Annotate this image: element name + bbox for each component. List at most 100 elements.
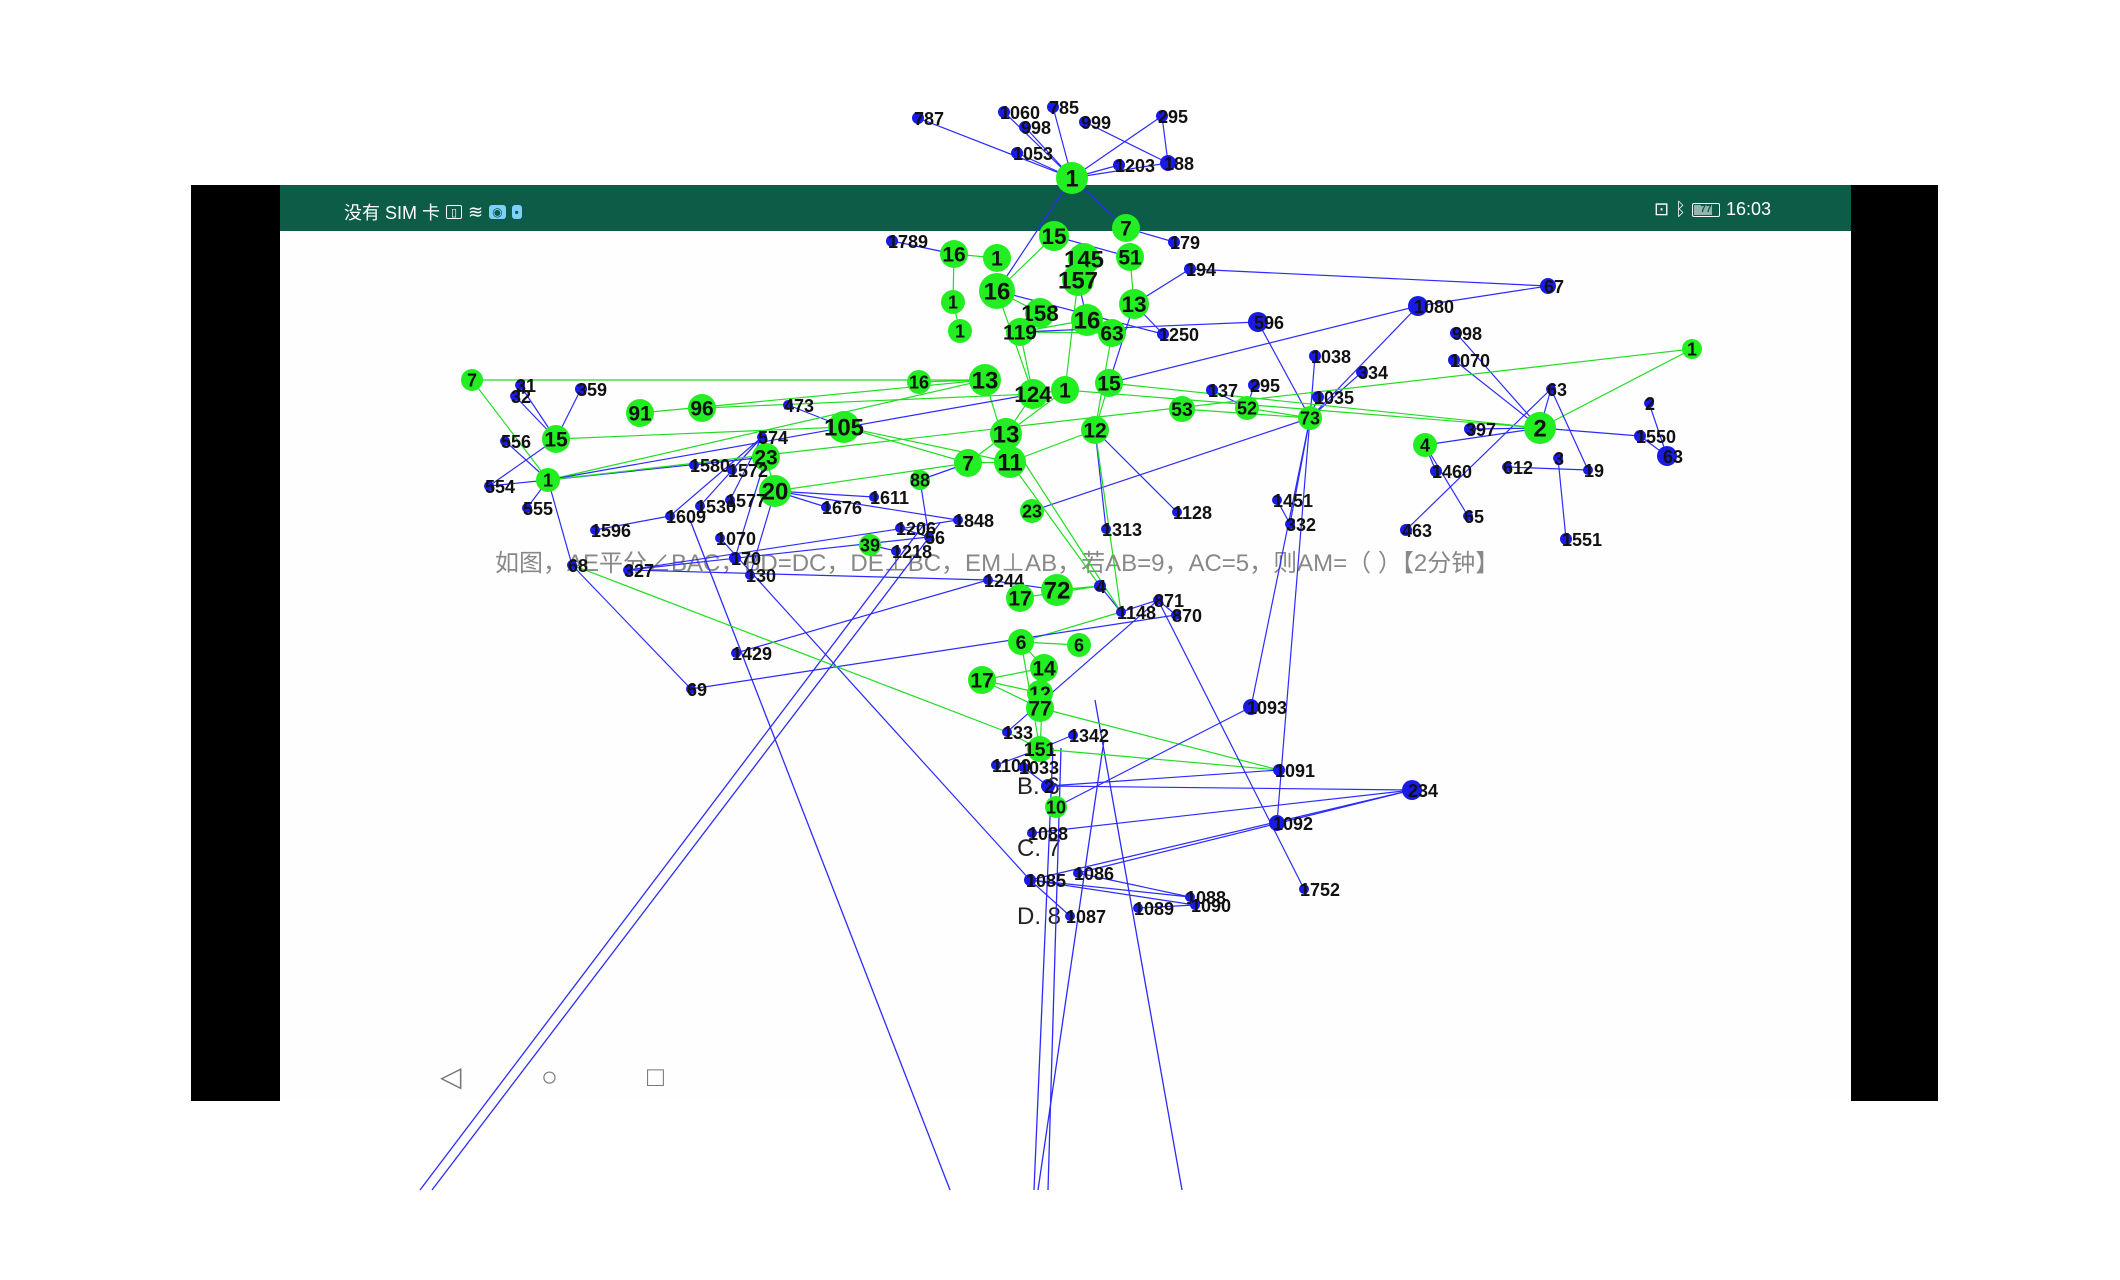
graph-node-dot xyxy=(912,112,924,124)
graph-edge-long-4 xyxy=(1047,747,1062,1191)
graph-node: 4 xyxy=(1413,433,1437,457)
graph-edge xyxy=(1424,427,1541,446)
graph-node: 555 xyxy=(522,499,553,519)
graph-node-dot xyxy=(665,511,675,521)
graph-node-label: 39 xyxy=(860,535,880,555)
graph-node-label: 1752 xyxy=(1300,880,1340,900)
graph-node-label: 1676 xyxy=(822,498,862,518)
graph-node-label: 179 xyxy=(1170,233,1200,253)
graph-edge xyxy=(1453,359,1541,429)
graph-edge xyxy=(1455,332,1541,429)
graph-node-label: 17 xyxy=(970,670,993,693)
graph-node-label: 1550 xyxy=(1636,427,1676,447)
graph-node: 4 xyxy=(1094,577,1106,597)
app-badge-icon: ◉ xyxy=(489,205,506,219)
graph-node-dot xyxy=(924,532,934,542)
graph-node-dot xyxy=(953,515,963,525)
graph-node: 1 xyxy=(941,290,965,314)
graph-edge xyxy=(1077,789,1413,874)
graph-node: 1 xyxy=(1051,376,1079,404)
graph-node-dot xyxy=(1408,296,1428,316)
graph-node-dot xyxy=(1248,379,1260,391)
graph-node-label: 6 xyxy=(1016,632,1027,654)
app-screen: 没有 SIM 卡 ▯ ≋ ◉ ▪ ⊡ ᛒ 77 16:03 如图，AE平分∠BA… xyxy=(280,185,1851,1101)
graph-node-label: 65 xyxy=(1464,507,1484,527)
graph-node-label: 1203 xyxy=(1115,156,1155,176)
graph-node-label: 1089 xyxy=(1134,899,1174,919)
graph-edge xyxy=(471,379,549,481)
graph-node-dot xyxy=(994,446,1026,478)
graph-node-label: 68 xyxy=(568,556,588,576)
graph-node: 295 xyxy=(1248,376,1280,396)
graph-node-label: 998 xyxy=(1452,324,1482,344)
option-c[interactable]: C. 7 xyxy=(1017,835,1062,862)
graph-node: 16 xyxy=(940,240,968,268)
graph-node-dot xyxy=(1463,511,1473,521)
graph-edge xyxy=(1276,417,1311,824)
graph-node-label: 1 xyxy=(1065,166,1078,193)
graph-node-dot xyxy=(1285,519,1295,529)
notification-icon: ▪ xyxy=(511,205,522,219)
graph-node-dot xyxy=(1524,412,1556,444)
graph-node: 130 xyxy=(745,566,776,586)
graph-node-dot xyxy=(1560,533,1572,545)
graph-edge xyxy=(571,564,692,690)
graph-node: 574 xyxy=(757,428,788,448)
graph-edge xyxy=(774,462,969,492)
graph-node-dot xyxy=(1027,736,1053,762)
graph-node-label: 1033 xyxy=(1019,758,1059,778)
graph-node-dot xyxy=(990,418,1022,450)
graph-node: 1611 xyxy=(869,488,909,508)
graph-edge xyxy=(1029,789,1413,881)
graph-node: 15 xyxy=(542,425,570,453)
graph-node: 194 xyxy=(1184,260,1216,280)
graph-node: 1086 xyxy=(1073,864,1114,884)
graph-node: 17 xyxy=(1006,584,1034,612)
status-left: 没有 SIM 卡 ▯ ≋ ◉ ▪ xyxy=(344,199,522,225)
graph-node-dot xyxy=(1243,699,1259,715)
graph-node: 3 xyxy=(1553,449,1564,469)
graph-node-dot xyxy=(1008,629,1034,655)
graph-node-label: 23 xyxy=(754,447,777,470)
graph-edge xyxy=(1029,879,1071,917)
graph-node-label: 785 xyxy=(1049,98,1079,118)
graph-node: 327 xyxy=(623,561,654,581)
graph-node-dot xyxy=(1634,430,1646,442)
graph-node-dot xyxy=(1184,263,1196,275)
graph-edge xyxy=(1084,121,1169,164)
graph-node-dot xyxy=(1272,495,1282,505)
graph-node: 1070 xyxy=(715,529,756,549)
graph-node-dot xyxy=(1546,384,1556,394)
graph-node-dot xyxy=(729,552,741,564)
graph-node-label: 32 xyxy=(511,387,531,407)
graph-edge xyxy=(1120,599,1159,613)
graph-node-dot xyxy=(542,425,570,453)
graph-node-label: 574 xyxy=(758,428,788,448)
option-d[interactable]: D. 8 xyxy=(1017,903,1062,930)
graph-node-dot xyxy=(1073,868,1083,878)
nav-home-button[interactable]: ○ xyxy=(541,1061,558,1092)
graph-node: 105 xyxy=(824,411,864,443)
graph-node-label: 999 xyxy=(1081,113,1111,133)
graph-edge xyxy=(1550,388,1589,471)
graph-edge-long-0 xyxy=(419,522,926,1191)
graph-node-label: 397 xyxy=(1466,420,1496,440)
graph-node: 32 xyxy=(510,387,531,407)
graph-node-label: 11 xyxy=(997,450,1022,477)
graph-node-label: 67 xyxy=(1544,277,1564,297)
graph-node-dot xyxy=(968,666,996,694)
graph-node: 1148 xyxy=(1116,603,1156,623)
graph-node-label: 295 xyxy=(1250,376,1280,396)
graph-node-label: 7 xyxy=(467,370,477,390)
graph-node-label: 151 xyxy=(1024,739,1057,761)
graph-node-dot xyxy=(1079,116,1091,128)
graph-node-label: 1053 xyxy=(1013,144,1053,164)
graph-node: 52 xyxy=(1235,396,1259,420)
nav-back-button[interactable]: ◁ xyxy=(440,1061,462,1092)
graph-node-label: 31 xyxy=(516,376,536,396)
graph-node-dot xyxy=(1081,416,1109,444)
nav-recent-button[interactable]: □ xyxy=(647,1061,664,1092)
graph-edge xyxy=(1557,457,1567,540)
graph-node-dot xyxy=(745,570,755,580)
graph-node: 1429 xyxy=(731,644,772,664)
